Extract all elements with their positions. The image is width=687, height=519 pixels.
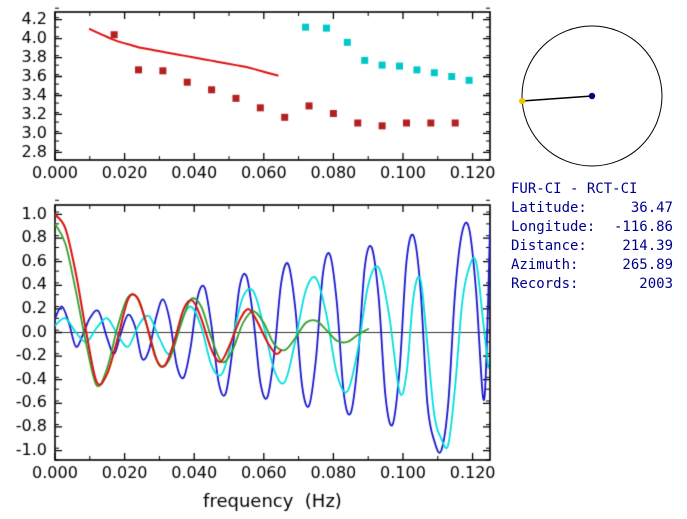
records-value: 2003: [639, 276, 673, 292]
azimuth-label: Azimuth:: [511, 257, 579, 273]
longitude-value: -116.86: [613, 219, 673, 235]
latitude-value: 36.47: [630, 200, 673, 216]
azimuth-circle-outline: [521, 25, 663, 167]
station-pair-title: FUR-CI - RCT-CI: [511, 181, 638, 197]
azimuth-line: [522, 95, 593, 102]
info-row-longitude: Longitude: -116.86: [511, 218, 673, 237]
records-label: Records:: [511, 276, 579, 292]
info-row-latitude: Latitude: 36.47: [511, 199, 673, 218]
info-row-distance: Distance: 214.39: [511, 237, 673, 256]
longitude-label: Longitude:: [511, 219, 596, 235]
station-info-panel: FUR-CI - RCT-CI Latitude: 36.47 Longitud…: [511, 180, 673, 294]
azimuth-indicator: [518, 25, 663, 167]
event-endpoint-dot: [518, 97, 526, 105]
info-row-azimuth: Azimuth: 265.89: [511, 256, 673, 275]
info-row-records: Records: 2003: [511, 275, 673, 294]
station-center-dot: [588, 92, 596, 100]
azimuth-value: 265.89: [622, 257, 673, 273]
distance-value: 214.39: [622, 238, 673, 254]
dispersion-plot: [0, 0, 500, 195]
latitude-label: Latitude:: [511, 200, 587, 216]
waveform-plot: [0, 195, 500, 519]
distance-label: Distance:: [511, 238, 587, 254]
